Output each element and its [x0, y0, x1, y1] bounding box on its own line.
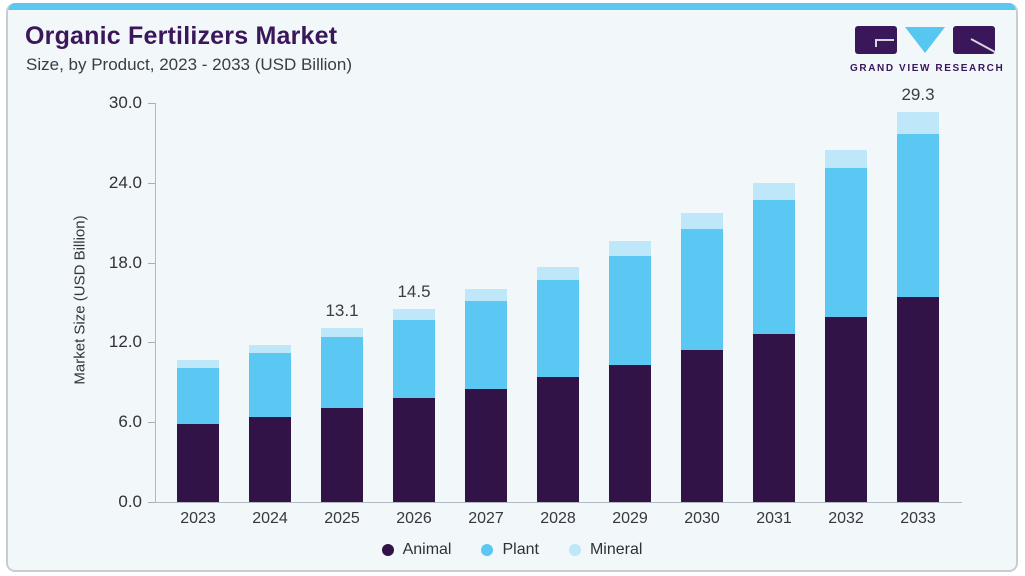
bar-value-label-2033: 29.3 — [901, 85, 935, 105]
legend-dot-animal — [381, 544, 394, 556]
x-tick-label-2032: 2032 — [828, 510, 864, 527]
bar-segment-plant-2028 — [537, 279, 579, 377]
bar-segment-mineral-2030 — [681, 213, 723, 230]
x-tick-label-2033: 2033 — [900, 510, 936, 527]
bar-segment-plant-2029 — [609, 255, 651, 366]
legend-label-plant: Plant — [502, 541, 539, 558]
x-tick-label-2023: 2023 — [180, 510, 216, 527]
bar-segment-mineral-2031 — [753, 182, 795, 201]
card-top-accent-bar — [8, 3, 1016, 10]
y-tick-label: 6.0 — [118, 412, 142, 432]
bar-segment-plant-2025 — [321, 337, 363, 408]
x-tick-label-2025: 2025 — [324, 510, 360, 527]
bar-segment-mineral-2024 — [249, 345, 291, 354]
bar-segment-animal-2031 — [753, 334, 795, 502]
legend-dot-mineral — [568, 544, 581, 556]
stacked-bar-2029 — [609, 241, 651, 502]
bar-segment-animal-2026 — [393, 398, 435, 502]
y-tick-label: 18.0 — [108, 252, 142, 272]
x-tick-label-2026: 2026 — [396, 510, 432, 527]
x-tick-label-2031: 2031 — [756, 510, 792, 527]
bar-segment-mineral-2032 — [825, 149, 867, 169]
stacked-bar-2025 — [321, 327, 363, 502]
bar-segment-mineral-2029 — [609, 241, 651, 256]
stacked-bar-2027 — [465, 289, 507, 502]
bar-segment-animal-2027 — [465, 388, 507, 502]
chart-title: Organic Fertilizers Market — [25, 22, 338, 50]
gvr-logo-text: GRAND VIEW RESEARCH — [850, 63, 1005, 74]
legend: Animal Plant Mineral — [8, 541, 1016, 559]
grand-view-research-logo: GRAND VIEW RESEARCH — [850, 25, 1005, 74]
bar-segment-animal-2029 — [609, 365, 651, 502]
chart-card: Organic Fertilizers Market Size, by Prod… — [6, 3, 1018, 572]
bar-value-label-2025: 13.1 — [325, 300, 359, 320]
bar-segment-plant-2032 — [825, 168, 867, 318]
bar-segment-plant-2026 — [393, 319, 435, 399]
y-tick-mark — [148, 422, 155, 424]
plot-area: 0.0 6.0 12.0 18.0 24.0 30.0 2023 2024 13.1 2025 14… — [109, 85, 962, 527]
y-tick-label: 0.0 — [118, 492, 142, 511]
x-tick-label-2027: 2027 — [468, 510, 504, 527]
legend-item-plant: Plant — [481, 541, 539, 559]
bar-segment-animal-2025 — [321, 407, 363, 502]
x-tick-label-2024: 2024 — [252, 510, 288, 527]
x-tick-label-2028: 2028 — [540, 510, 576, 527]
y-tick-mark — [148, 262, 155, 264]
y-tick-mark — [148, 182, 155, 184]
legend-label-mineral: Mineral — [589, 541, 643, 558]
bar-segment-plant-2033 — [897, 133, 939, 298]
bar-segment-mineral-2026 — [393, 309, 435, 320]
stacked-bar-2026 — [393, 309, 435, 502]
legend-dot-plant — [481, 544, 494, 556]
legend-item-mineral: Mineral — [568, 541, 643, 559]
bar-segment-plant-2027 — [465, 301, 507, 389]
bar-value-label-2026: 14.5 — [397, 282, 431, 302]
legend-item-animal: Animal — [381, 541, 452, 559]
stacked-bar-2032 — [825, 149, 867, 502]
stacked-bar-2023 — [177, 359, 219, 502]
stacked-bar-2024 — [249, 345, 291, 502]
gvr-logo-icon — [855, 26, 996, 54]
bar-segment-plant-2023 — [177, 367, 219, 424]
bar-segment-animal-2033 — [897, 297, 939, 502]
bar-segment-mineral-2025 — [321, 327, 363, 338]
chart-subtitle: Size, by Product, 2023 - 2033 (USD Billi… — [26, 55, 352, 74]
y-tick-mark — [148, 103, 155, 104]
bar-segment-animal-2023 — [177, 423, 219, 502]
y-tick-label: 30.0 — [108, 93, 142, 112]
stacked-bar-2030 — [681, 213, 723, 502]
x-tick-label-2029: 2029 — [612, 510, 648, 527]
x-tick-label-2030: 2030 — [684, 510, 720, 527]
bar-segment-mineral-2027 — [465, 289, 507, 302]
stacked-bar-2028 — [537, 266, 579, 502]
stacked-bar-2031 — [753, 182, 795, 502]
bar-segment-mineral-2033 — [897, 112, 939, 134]
bar-segment-plant-2031 — [753, 200, 795, 335]
legend-label-animal: Animal — [402, 541, 452, 558]
y-tick-mark — [148, 342, 155, 344]
y-tick-mark — [148, 502, 155, 503]
bar-segment-animal-2028 — [537, 376, 579, 502]
y-tick-label: 12.0 — [108, 332, 142, 352]
bar-segment-mineral-2028 — [537, 266, 579, 280]
stacked-bar-2033 — [897, 112, 939, 502]
bar-segment-plant-2024 — [249, 353, 291, 417]
bar-segment-animal-2032 — [825, 317, 867, 502]
bar-segment-mineral-2023 — [177, 359, 219, 368]
y-tick-label: 24.0 — [108, 172, 142, 192]
bar-segment-animal-2030 — [681, 350, 723, 502]
bar-segment-plant-2030 — [681, 229, 723, 351]
bar-segment-animal-2024 — [249, 416, 291, 502]
